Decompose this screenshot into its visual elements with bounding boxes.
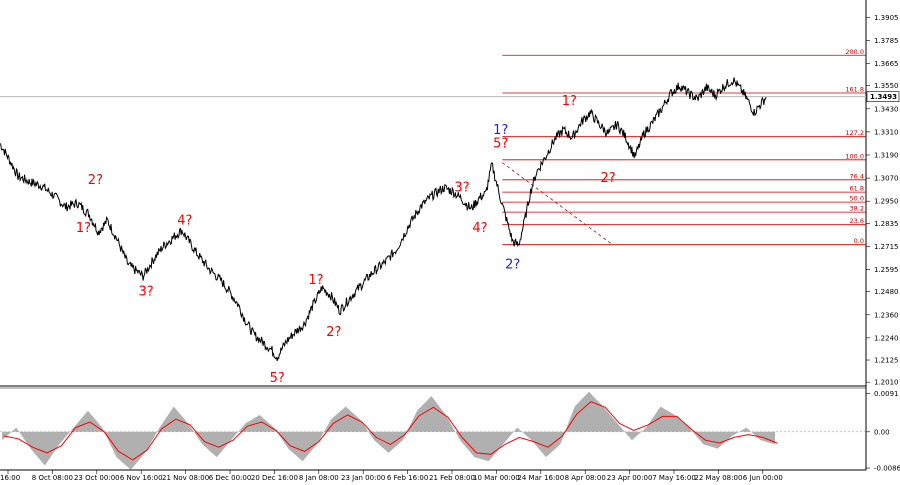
wave-label: 1?: [562, 94, 577, 109]
oscillator-histogram: [2, 391, 775, 470]
price-series: [0, 77, 767, 362]
wave-label: 2?: [600, 171, 615, 186]
fibonacci-levels: 0.0 23.6 38.2 50.0 61.8 76.4 100.0 127.2 161.8 20…: [502, 48, 866, 245]
price-tick-label: 1.3905: [874, 14, 899, 22]
fib-level-label: 161.8: [845, 85, 864, 93]
oscillator-tick-label: -0.00862: [874, 465, 900, 473]
current-price-box: [866, 91, 900, 102]
price-tick-label: 1.3310: [874, 128, 899, 136]
price-tick-label: 1.3190: [874, 151, 899, 159]
price-axis: 1.3905 1.3785 1.3665 1.3550 1.3430 1.3310 1.31…: [866, 14, 899, 387]
price-tick-label: 1.2480: [874, 288, 899, 296]
price-tick-label: 1.3550: [874, 82, 899, 90]
price-tick-label: 1.3430: [874, 105, 899, 113]
time-tick-label: 6 Dec 00:00: [209, 474, 252, 482]
time-tick-label: 23 Oct 00:00: [74, 474, 120, 482]
time-tick-label: 22 May 08:00: [694, 474, 742, 482]
price-tick-label: 1.2715: [874, 243, 899, 251]
oscillator-series: [0, 391, 866, 470]
fib-level-label: 23.6: [850, 217, 864, 225]
price-tick-label: 1.2125: [874, 357, 899, 365]
wave-label: 5?: [493, 136, 508, 151]
wave-label: 1?: [493, 123, 508, 138]
fib-level-label: 100.0: [845, 152, 864, 160]
wave-label: 2?: [326, 325, 341, 340]
wave-label: 1?: [308, 273, 323, 288]
time-axis: 16:00 8 Oct 08:00 23 Oct 00:00 6 Nov 16:00 2…: [0, 470, 783, 482]
wave-label: 2?: [88, 173, 103, 188]
fib-level-label: 76.4: [850, 172, 864, 180]
time-tick-label: 8 Apr 08:00: [565, 474, 606, 482]
time-tick-label: 21 Feb 08:00: [429, 474, 475, 482]
price-tick-label: 1.2010: [874, 379, 899, 387]
wave-label: 3?: [138, 285, 153, 300]
wave-label: 5?: [270, 371, 285, 386]
projection-dashed-line: [502, 162, 612, 244]
price-tick-label: 1.3070: [874, 175, 899, 183]
price-tick-label: 1.3785: [874, 37, 899, 45]
time-tick-label: 20 Dec 16:00: [251, 474, 298, 482]
price-tick-label: 1.2595: [874, 266, 899, 274]
wave-label: 4?: [472, 221, 487, 236]
time-tick-label: 24 Mar 16:00: [517, 474, 564, 482]
price-tick-label: 1.3665: [874, 60, 899, 68]
current-price-label: 1.3493: [870, 93, 897, 101]
fib-level-label: 200.0: [845, 48, 864, 56]
price-tick-label: 1.2360: [874, 311, 899, 319]
wave-label: 2?: [505, 258, 520, 273]
time-tick-label: 8 Jan 08:00: [299, 474, 339, 482]
oscillator-tick-label: 0.0091: [874, 390, 899, 398]
time-tick-label: 7 May 16:00: [652, 474, 696, 482]
time-tick-label: 10 Mar 00:00: [473, 474, 520, 482]
fib-level-label: 50.0: [850, 195, 864, 203]
wave-label: 4?: [177, 213, 192, 228]
fib-level-label: 127.2: [845, 129, 864, 137]
time-tick-label: 16:00: [0, 474, 20, 482]
time-tick-label: 8 Oct 08:00: [32, 474, 73, 482]
time-tick-label: 21 Nov 08:00: [162, 474, 209, 482]
price-line: [0, 77, 767, 362]
oscillator-signal-line: [3, 401, 778, 461]
price-tick-label: 1.2835: [874, 220, 899, 228]
wave-label: 3?: [454, 181, 469, 196]
time-tick-label: 6 Jun 00:00: [743, 474, 783, 482]
wave-label: 1?: [76, 221, 91, 236]
time-tick-label: 6 Nov 16:00: [120, 474, 163, 482]
wave-labels: 2?1?3?4?5?1?2?3?4?1?5?2?1?2?: [76, 94, 616, 386]
price-tick-label: 1.2950: [874, 198, 899, 206]
price-tick-label: 1.2240: [874, 334, 899, 342]
oscillator-axis: 0.0091 0.00 -0.00862: [866, 390, 900, 473]
fib-level-label: 38.2: [850, 205, 864, 213]
time-tick-label: 23 Jan 00:00: [341, 474, 385, 482]
current-price-marker: 1.3493: [866, 91, 900, 102]
fib-level-label: 0.0: [854, 237, 864, 245]
time-tick-label: 23 Apr 00:00: [607, 474, 653, 482]
time-tick-label: 6 Feb 16:00: [387, 474, 428, 482]
fib-level-label: 61.8: [850, 185, 864, 193]
oscillator-tick-label: 0.00: [874, 428, 890, 436]
